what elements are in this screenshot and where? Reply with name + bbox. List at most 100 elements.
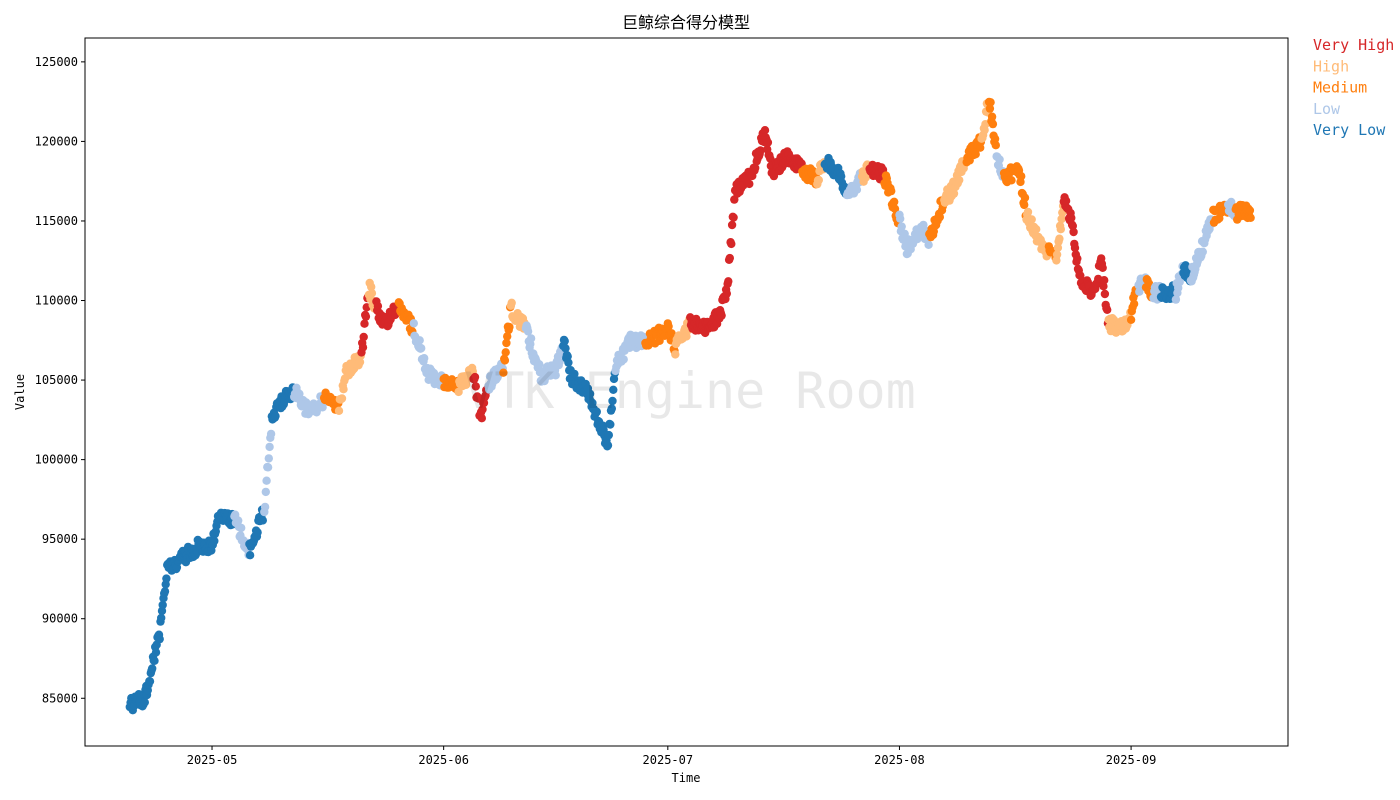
x-tick-label: 2025-09 <box>1106 753 1157 767</box>
data-point <box>837 172 846 181</box>
data-point <box>295 389 304 399</box>
data-point <box>140 698 149 707</box>
data-point <box>334 406 344 415</box>
data-point <box>262 476 271 485</box>
y-tick-label: 85000 <box>42 691 78 705</box>
legend: Very High High Medium Low Very Low <box>1313 36 1394 139</box>
data-point <box>991 141 1000 150</box>
data-point <box>990 134 1000 143</box>
legend-entry: High <box>1313 57 1349 75</box>
data-point <box>585 389 595 398</box>
data-point <box>814 175 823 185</box>
y-tick-label: 100000 <box>35 453 78 467</box>
data-point <box>1017 172 1026 181</box>
legend-entry: Low <box>1313 100 1341 118</box>
y-axis-label: Value <box>13 374 27 410</box>
legend-entry: Medium <box>1313 79 1367 97</box>
data-point <box>682 332 691 341</box>
data-point <box>477 414 486 423</box>
data-point <box>507 298 516 307</box>
data-point <box>148 664 157 673</box>
data-point <box>955 175 964 185</box>
data-point <box>852 185 862 194</box>
data-point <box>145 677 155 686</box>
data-point <box>1067 213 1076 223</box>
watermark-text: VTK Engine Room <box>464 362 916 420</box>
data-point <box>358 343 368 352</box>
data-point <box>606 420 615 429</box>
data-point <box>619 355 628 364</box>
data-point <box>896 214 905 223</box>
data-point <box>986 98 995 107</box>
data-point <box>417 344 426 353</box>
data-point <box>717 311 726 320</box>
data-point <box>551 371 560 380</box>
data-point <box>258 516 267 525</box>
data-point <box>265 442 274 452</box>
data-point <box>1100 276 1109 285</box>
data-point <box>367 289 377 298</box>
data-point <box>607 404 616 413</box>
y-tick-label: 95000 <box>42 532 78 546</box>
data-point <box>500 356 510 365</box>
data-point <box>995 155 1004 164</box>
y-tick-label: 125000 <box>35 55 78 69</box>
data-point <box>563 352 572 361</box>
data-point <box>158 600 167 610</box>
data-point <box>722 289 731 298</box>
data-point <box>985 104 995 113</box>
y-tick-label: 115000 <box>35 214 78 228</box>
y-tick-label: 120000 <box>35 134 78 148</box>
data-point <box>1069 227 1078 237</box>
data-point <box>1007 176 1016 185</box>
y-tick-label: 90000 <box>42 612 78 626</box>
data-point <box>415 336 424 345</box>
data-point <box>253 528 262 537</box>
data-point <box>157 613 166 623</box>
chart-title: 巨鲸综合得分模型 <box>622 13 750 32</box>
data-point <box>664 322 673 331</box>
legend-entry: Very Low <box>1313 121 1386 139</box>
data-point <box>263 463 273 472</box>
data-point <box>1103 305 1112 314</box>
data-point <box>570 369 579 379</box>
data-points <box>125 97 1255 715</box>
data-point <box>608 396 617 406</box>
data-point <box>987 112 997 121</box>
data-point <box>360 319 369 328</box>
data-point <box>1027 215 1036 224</box>
data-point <box>337 394 347 403</box>
data-point <box>1055 234 1064 243</box>
x-axis-label: Time <box>672 771 701 785</box>
data-point <box>751 163 760 173</box>
data-point <box>971 150 980 159</box>
data-point <box>501 348 510 357</box>
data-point <box>1246 213 1255 222</box>
data-point <box>725 253 734 263</box>
data-point <box>724 277 733 286</box>
data-point <box>763 138 773 147</box>
data-point <box>1052 250 1062 259</box>
data-point <box>988 119 998 129</box>
data-point <box>671 350 680 359</box>
data-point <box>355 357 365 367</box>
data-point <box>526 334 536 343</box>
data-point <box>609 385 618 394</box>
data-point <box>367 282 376 292</box>
data-point <box>756 146 765 155</box>
data-point <box>502 338 511 348</box>
data-point <box>150 656 159 665</box>
data-point <box>160 587 170 596</box>
data-point <box>1020 193 1030 202</box>
data-point <box>361 312 371 321</box>
data-point <box>727 220 737 230</box>
data-point <box>260 502 270 512</box>
data-point <box>1144 279 1154 288</box>
data-point <box>729 213 738 222</box>
data-point <box>604 430 613 440</box>
x-tick-label: 2025-05 <box>187 753 238 767</box>
data-point <box>535 360 544 369</box>
data-point <box>561 344 570 353</box>
data-point <box>420 354 429 363</box>
